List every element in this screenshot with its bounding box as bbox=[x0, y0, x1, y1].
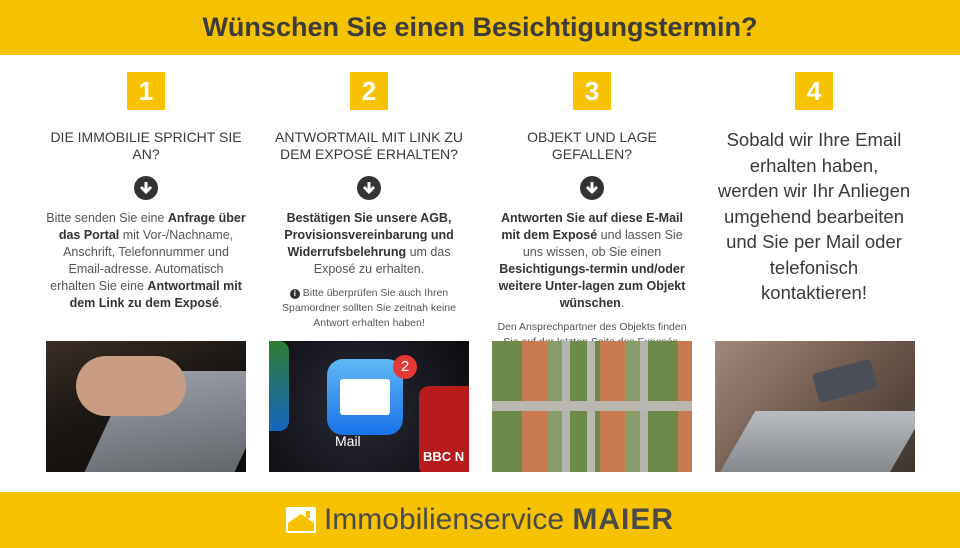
info-icon: i bbox=[289, 289, 300, 299]
brand-bold: MAIER bbox=[572, 503, 675, 536]
body-bold: Bestätigen Sie unsere AGB, Provisionsver… bbox=[284, 211, 454, 259]
body-text: mit Vor-/Nachname, Anschrift, Telefonnum… bbox=[50, 228, 234, 293]
step-heading: Objekt und Lage gefallen? bbox=[527, 129, 657, 162]
step-body: Antworten Sie auf diese E-Mail mit dem E… bbox=[481, 210, 703, 312]
note-text: Bitte überprüfen Sie auch Ihren Spamordn… bbox=[282, 287, 456, 329]
step-1: 1 Die Immobilie spricht sie an? Bitte se… bbox=[35, 72, 257, 312]
body-bold: Anfrage über das Portal bbox=[58, 211, 246, 242]
aerial-houses-image bbox=[492, 341, 692, 472]
mail-label: Mail bbox=[335, 433, 361, 449]
arrow-down-icon bbox=[134, 176, 158, 200]
step-2: 2 Antwortmail mit Link zu dem Exposé erh… bbox=[258, 72, 480, 331]
brand-light: Immobilienservice bbox=[323, 503, 565, 536]
body-text: um das Exposé zu erhalten. bbox=[313, 245, 451, 276]
arrow-down-icon bbox=[357, 176, 381, 200]
body-text: . bbox=[218, 296, 223, 310]
body-bold: Besichtigungs-termin und/oder weitere Un… bbox=[498, 262, 686, 310]
body-bold: Antwortmail mit dem Link zu dem Exposé bbox=[69, 279, 242, 310]
header-banner: Wünschen Sie einen Besichtigungstermin? bbox=[0, 0, 960, 55]
page-title: Wünschen Sie einen Besichtigungstermin? bbox=[202, 12, 758, 42]
mail-app-image: 2 Mail BBC N bbox=[269, 341, 469, 472]
body-text: und lassen Sie uns wissen, ob Sie einen bbox=[522, 228, 683, 259]
phone-laptop-image bbox=[715, 341, 915, 472]
footer-brand: Immobilienservice MAIER bbox=[0, 492, 960, 548]
step-text: Sobald wir Ihre Email erhalten haben, we… bbox=[717, 129, 911, 303]
arrow-down-icon bbox=[580, 176, 604, 200]
body-bold: Antworten Sie auf diese E-Mail mit dem E… bbox=[501, 211, 683, 242]
step-heading: Antwortmail mit Link zu dem Exposé erhal… bbox=[275, 129, 463, 162]
step-number: 4 bbox=[795, 72, 833, 110]
body-text: . bbox=[620, 296, 625, 310]
step-body: Bitte senden Sie eine Anfrage über das P… bbox=[35, 210, 257, 312]
step-4: 4 Sobald wir Ihre Email erhalten haben, … bbox=[703, 72, 925, 306]
laptop-typing-image bbox=[46, 341, 246, 472]
step-3: 3 Objekt und Lage gefallen? Antworten Si… bbox=[481, 72, 703, 350]
step-heading: Die Immobilie spricht sie an? bbox=[50, 129, 242, 162]
mail-icon bbox=[327, 359, 403, 435]
notification-badge: 2 bbox=[393, 355, 417, 379]
news-label: BBC N bbox=[423, 449, 465, 464]
step-body: Bestätigen Sie unsere AGB, Provisionsver… bbox=[258, 210, 480, 278]
step-number: 3 bbox=[573, 72, 611, 110]
step-number: 2 bbox=[350, 72, 388, 110]
brand-name: Immobilienservice MAIER bbox=[324, 503, 674, 537]
house-logo-icon bbox=[285, 507, 316, 533]
body-text: Bitte senden Sie eine bbox=[46, 211, 168, 225]
step-number: 1 bbox=[127, 72, 165, 110]
step-note: i Bitte überprüfen Sie auch Ihren Spamor… bbox=[258, 286, 480, 331]
